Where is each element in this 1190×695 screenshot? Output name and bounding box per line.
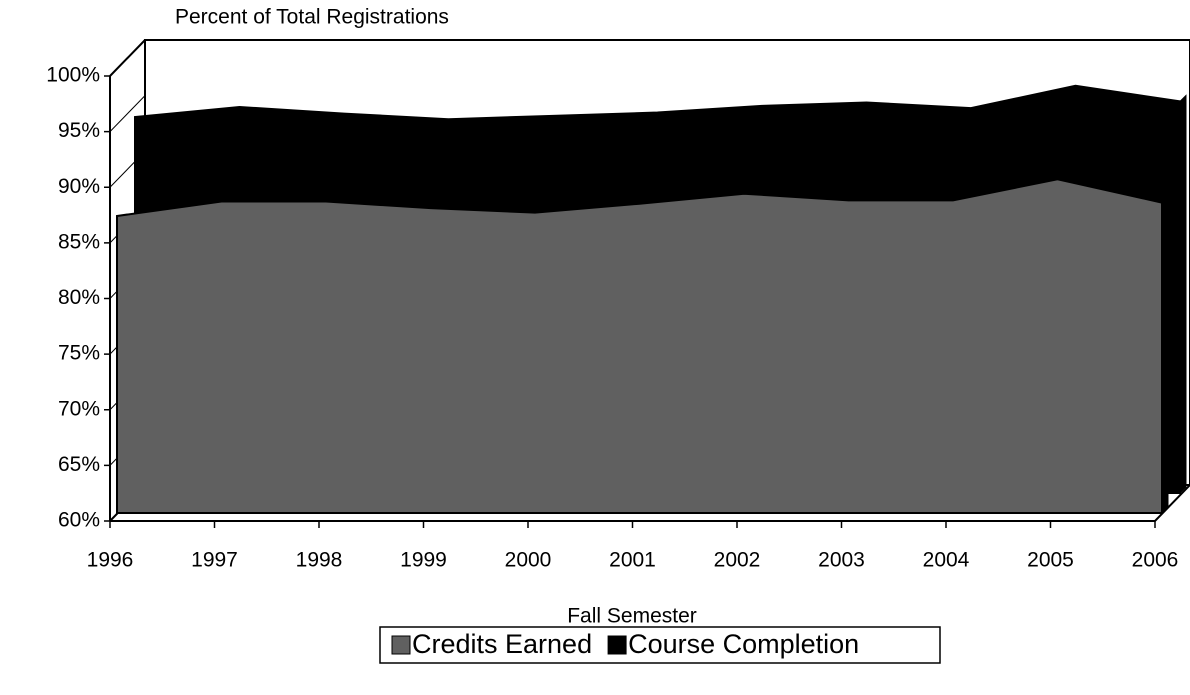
y-tick-label: 65% [58, 453, 100, 476]
y-tick-label: 100% [46, 64, 100, 87]
y-tick-label: 70% [58, 397, 100, 420]
x-tick-label: 2004 [923, 549, 970, 572]
legend-box [379, 626, 941, 664]
y-tick-label: 95% [58, 119, 100, 142]
plot-area [104, 39, 1190, 528]
x-axis-label: Fall Semester [567, 605, 697, 628]
y-tick-label: 60% [58, 509, 100, 532]
x-tick-label: 2000 [505, 549, 552, 572]
x-tick-label: 2002 [714, 549, 761, 572]
legend-swatch [391, 635, 411, 655]
legend-swatch [607, 635, 627, 655]
x-tick-label: 2003 [818, 549, 865, 572]
area [116, 178, 1163, 514]
x-tick-label: 2006 [1132, 549, 1179, 572]
grid-line [109, 39, 146, 77]
x-tick-label: 1998 [296, 549, 343, 572]
y-tick-label: 75% [58, 342, 100, 365]
x-tick-label: 1997 [191, 549, 238, 572]
y-tick-label: 80% [58, 286, 100, 309]
legend-label: Course Completion [628, 629, 859, 659]
legend-label: Credits Earned [412, 629, 592, 659]
x-tick-label: 1999 [400, 549, 447, 572]
grid-line [109, 95, 146, 132]
x-tick-label: 1996 [87, 549, 134, 572]
y-tick-label: 85% [58, 230, 100, 253]
chart-title: Percent of Total Registrations [175, 6, 449, 29]
x-tick-label: 2005 [1027, 549, 1074, 572]
x-tick-label: 2001 [609, 549, 656, 572]
y-tick-label: 90% [58, 175, 100, 198]
